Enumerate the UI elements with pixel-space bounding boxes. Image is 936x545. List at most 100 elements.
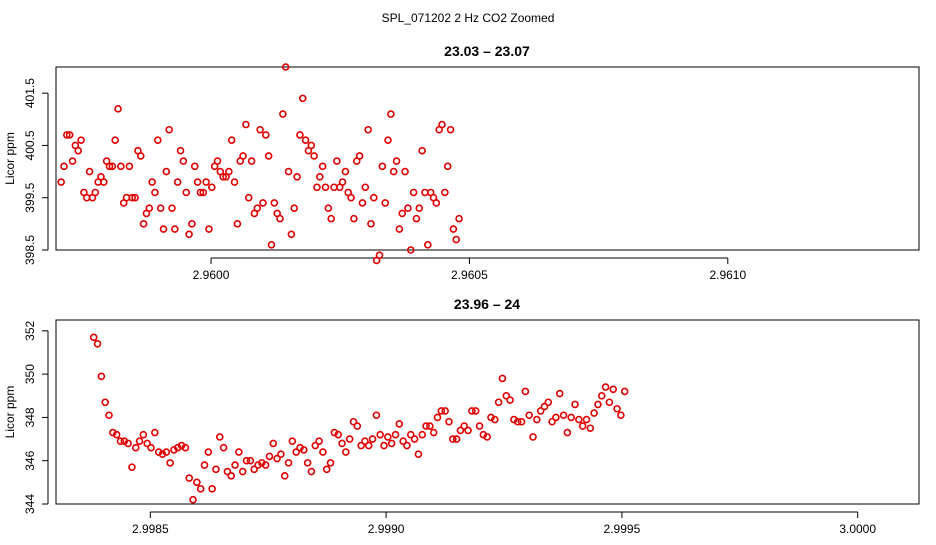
- data-point: [196, 188, 205, 197]
- figure-title: SPL_071202 2 Hz CO2 Zoomed: [382, 11, 555, 25]
- data-point: [321, 183, 330, 192]
- data-point: [370, 193, 378, 202]
- data-point: [166, 459, 174, 467]
- data-point: [290, 204, 299, 212]
- data-point: [114, 105, 122, 113]
- data-point: [445, 417, 453, 426]
- data-point: [590, 409, 598, 417]
- data-point: [284, 167, 293, 176]
- y-tick-label: 350: [23, 364, 37, 384]
- data-point: [555, 389, 564, 398]
- data-point: [483, 433, 491, 441]
- data-point: [128, 463, 136, 472]
- data-point: [101, 398, 109, 407]
- data-point: [313, 183, 321, 192]
- data-point: [199, 188, 208, 197]
- data-point: [189, 495, 197, 504]
- data-point: [529, 433, 537, 441]
- data-point: [173, 178, 182, 186]
- data-point: [185, 474, 194, 482]
- data-point: [613, 404, 621, 413]
- data-point: [97, 372, 106, 381]
- data-point: [276, 214, 284, 223]
- data-point: [148, 178, 156, 186]
- data-point: [475, 422, 484, 430]
- data-point: [208, 485, 216, 493]
- data-point: [318, 162, 327, 171]
- data-point: [426, 422, 434, 430]
- data-point: [513, 417, 522, 426]
- data-point: [223, 467, 232, 476]
- data-point: [322, 465, 331, 474]
- data-point: [410, 435, 419, 443]
- data-point: [225, 167, 233, 176]
- data-point: [384, 136, 392, 144]
- data-point: [162, 448, 171, 456]
- data-point: [227, 472, 236, 480]
- data-point: [293, 173, 301, 181]
- data-point: [315, 437, 323, 446]
- data-point: [265, 452, 274, 461]
- data-point: [204, 448, 213, 456]
- data-point: [609, 385, 618, 394]
- data-point: [355, 152, 364, 160]
- data-point: [533, 415, 541, 424]
- data-point: [139, 220, 148, 228]
- data-point: [68, 157, 77, 165]
- data-point: [287, 230, 296, 239]
- data-point: [575, 415, 583, 424]
- data-point: [338, 439, 346, 448]
- data-point: [261, 461, 270, 469]
- data-point: [582, 415, 591, 424]
- data-point: [116, 437, 125, 446]
- data-point: [571, 400, 579, 409]
- data-point: [432, 199, 441, 207]
- y-tick-label: 352: [23, 320, 37, 340]
- data-point: [259, 199, 267, 207]
- data-point: [525, 411, 533, 420]
- data-point: [491, 415, 499, 424]
- data-point: [319, 448, 327, 456]
- data-point: [281, 63, 290, 71]
- data-point: [401, 167, 409, 176]
- data-point: [384, 433, 392, 441]
- data-point: [230, 178, 239, 186]
- data-point: [193, 178, 202, 186]
- data-point: [347, 193, 355, 202]
- data-point: [506, 396, 514, 404]
- panel-bottom-ylabel: Licor ppm: [3, 386, 17, 439]
- data-point: [135, 437, 144, 446]
- data-point: [85, 167, 94, 176]
- x-tick-label: 2.9995: [604, 522, 641, 536]
- data-point: [147, 443, 155, 452]
- data-point: [215, 433, 224, 441]
- data-point: [231, 461, 239, 469]
- data-point: [338, 178, 347, 186]
- data-point: [131, 443, 140, 452]
- data-point: [494, 398, 503, 407]
- data-point: [391, 430, 400, 439]
- data-point: [288, 437, 297, 446]
- data-point: [202, 178, 210, 186]
- data-point: [156, 204, 165, 212]
- data-point: [381, 199, 389, 207]
- data-point: [378, 162, 387, 171]
- data-point: [303, 459, 312, 467]
- data-point: [159, 225, 168, 233]
- data-point: [502, 391, 511, 400]
- data-point: [422, 422, 430, 430]
- data-point: [139, 430, 148, 439]
- data-point: [307, 467, 316, 476]
- data-point: [238, 467, 247, 476]
- data-point: [334, 430, 343, 439]
- data-point: [298, 94, 307, 103]
- x-tick-label: 2.9990: [368, 522, 405, 536]
- data-point: [324, 204, 333, 212]
- data-point: [253, 204, 262, 212]
- data-point: [399, 437, 407, 446]
- panel-bottom-y-axis: 344 346 348 350 352: [23, 320, 49, 514]
- data-point: [620, 387, 629, 396]
- data-point: [162, 167, 171, 176]
- data-point: [154, 136, 162, 144]
- data-point: [389, 167, 398, 176]
